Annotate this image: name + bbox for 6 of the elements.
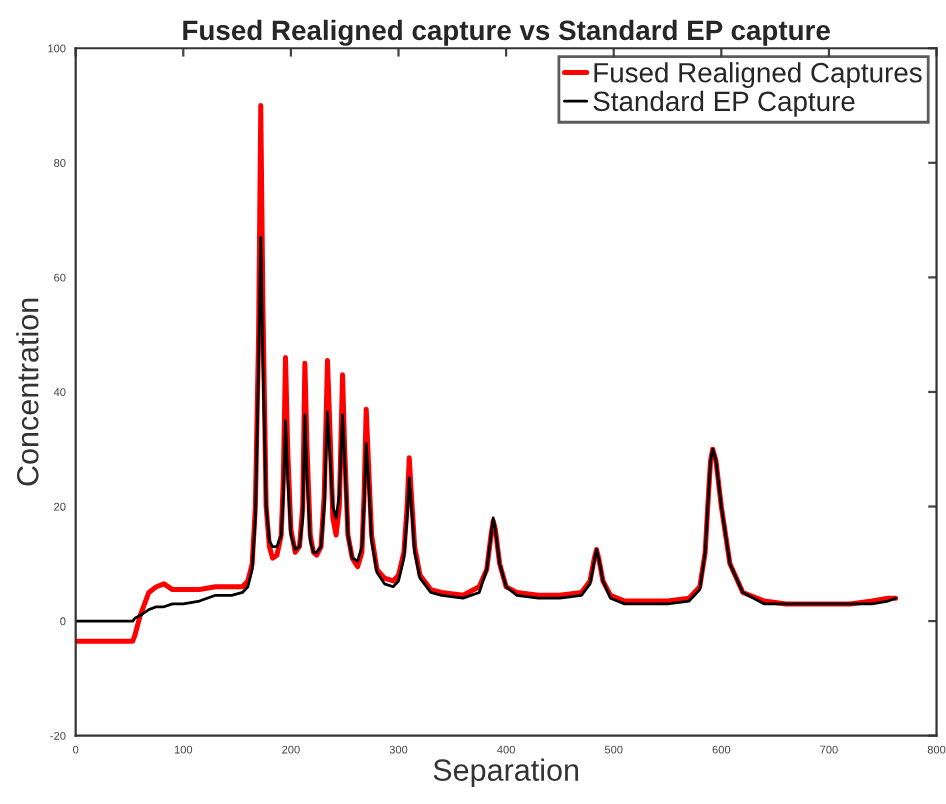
line-series [75, 235, 898, 623]
legend-label: Standard EP Capture [593, 90, 855, 117]
y-axis-title: Concentration [16, 298, 39, 486]
x-axis-title: Separation [433, 758, 579, 787]
legend-label: Fused Realigned Captures [594, 62, 922, 89]
chart-title: Fused Realigned capture vs Standard EP capture [183, 19, 830, 46]
